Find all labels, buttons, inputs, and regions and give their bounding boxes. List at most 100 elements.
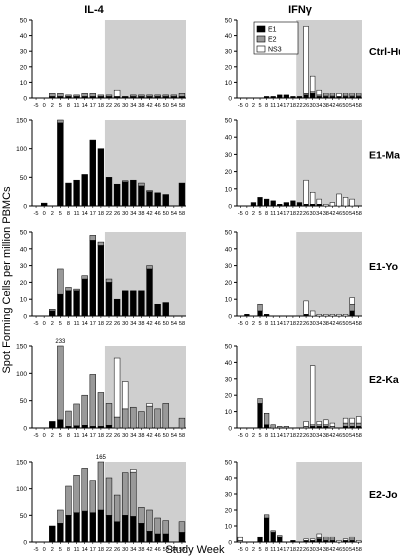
bar-e2-8 [65, 287, 72, 292]
x-tick-label: 14 [277, 321, 283, 327]
x-tick-label: 22 [106, 433, 112, 439]
bar-ns3-38 [323, 314, 329, 317]
bar-e1-58 [178, 532, 186, 543]
bar-e1-14 [277, 204, 283, 207]
bar-ns3-42 [146, 403, 153, 407]
x-tick-label: 8 [265, 211, 268, 217]
bar-ns3-30 [310, 538, 316, 541]
bar-e2-11 [73, 475, 80, 513]
row-label: E2-Jo [369, 489, 398, 501]
bar-e1-30 [122, 181, 129, 207]
x-tick-label: -5 [238, 321, 243, 327]
x-tick-label: 34 [130, 321, 136, 327]
x-tick-label: 5 [258, 547, 261, 553]
y-tick-label: 0 [23, 314, 27, 321]
x-tick-label: 8 [67, 321, 70, 327]
bar-ns3-42 [329, 314, 336, 317]
x-tick-label: 26 [114, 547, 120, 553]
x-tick-label: 58 [179, 433, 185, 439]
y-tick-label: 50 [225, 18, 233, 25]
y-tick-label: 40 [225, 33, 233, 40]
x-tick-label: 38 [323, 321, 329, 327]
bar-e2-22 [105, 403, 113, 426]
bar-ns3-54 [349, 417, 355, 424]
bar-e2-2 [49, 309, 56, 312]
bar-e2-17 [89, 374, 96, 427]
y-tick-label: 40 [225, 360, 233, 367]
bar-e1-17 [89, 139, 96, 207]
y-tick-label: 30 [225, 376, 233, 383]
bar-e2-50 [162, 520, 169, 535]
x-tick-label: 54 [349, 211, 355, 217]
bar-e1-26 [113, 298, 121, 317]
bar-e2-18 [97, 94, 105, 97]
x-tick-label: 26 [303, 211, 309, 217]
bar-e2-30 [122, 408, 129, 429]
bar-e1-18 [290, 96, 296, 99]
bar-e1-8 [263, 198, 270, 207]
bar-e1-2 [49, 421, 56, 429]
x-tick-label: 30 [122, 211, 128, 217]
bar-ns3-26 [303, 25, 309, 94]
x-tick-label: 14 [277, 547, 283, 553]
x-tick-label: 30 [122, 103, 128, 109]
bar-e2-11 [73, 288, 80, 292]
bar-e2-58 [178, 93, 186, 97]
x-tick-label: 8 [67, 433, 70, 439]
x-tick-label: 26 [303, 547, 309, 553]
x-tick-label: 8 [67, 103, 70, 109]
bar-e1-34 [130, 179, 137, 207]
x-tick-label: 54 [171, 103, 177, 109]
y-tick-label: 50 [20, 398, 28, 405]
x-tick-label: 38 [138, 211, 144, 217]
y-tick-label: 20 [225, 169, 233, 176]
x-axis-label: Study Week [165, 544, 225, 556]
bar-ns3-26 [303, 300, 309, 315]
x-tick-label: 17 [283, 433, 289, 439]
bar-ns3-38 [323, 93, 329, 96]
bar-ns3-38 [323, 204, 329, 207]
bar-e1-5 [57, 523, 64, 543]
bar-e2-14 [277, 535, 283, 538]
x-tick-label: 26 [303, 321, 309, 327]
x-tick-label: -5 [34, 321, 39, 327]
x-tick-label: -5 [34, 211, 39, 217]
x-tick-label: 42 [329, 433, 335, 439]
bar-e2-5 [57, 119, 64, 124]
bar-e1-14 [81, 174, 88, 207]
x-tick-label: 0 [43, 547, 46, 553]
bar-e2-18 [97, 392, 105, 427]
x-tick-label: 46 [336, 211, 342, 217]
bar-e1-17 [89, 512, 96, 543]
bar-e1-8 [263, 314, 270, 317]
bar-e1-8 [65, 290, 72, 317]
x-tick-label: 42 [329, 547, 335, 553]
y-tick-label: 30 [225, 49, 233, 56]
x-tick-label: 58 [356, 103, 362, 109]
x-tick-label: 5 [59, 547, 62, 553]
y-tick-label: 30 [20, 49, 28, 56]
bar-e1-11 [270, 200, 276, 207]
x-tick-label: 54 [171, 211, 177, 217]
bar-e2-42 [146, 190, 153, 192]
x-tick-label: 50 [342, 547, 348, 553]
bar-e1-18 [97, 509, 105, 543]
y-tick-label: 50 [225, 344, 233, 351]
bar-e1-22 [296, 96, 303, 99]
bar-e1-2 [49, 525, 56, 543]
bar-e1-38 [138, 185, 145, 207]
bar-e1-14 [81, 510, 88, 543]
x-tick-label: 30 [310, 321, 316, 327]
bar-e1-46 [154, 533, 161, 543]
shaded-region [296, 346, 362, 428]
x-tick-label: 58 [356, 321, 362, 327]
x-tick-label: 5 [258, 321, 261, 327]
bar-e1-2 [250, 202, 257, 207]
bar-e1-46 [154, 303, 161, 317]
y-tick-label: 10 [225, 409, 233, 416]
x-tick-label: 26 [114, 103, 120, 109]
y-tick-label: 150 [16, 118, 27, 125]
y-tick-label: 50 [225, 460, 233, 467]
bar-ns3-42 [329, 536, 336, 540]
